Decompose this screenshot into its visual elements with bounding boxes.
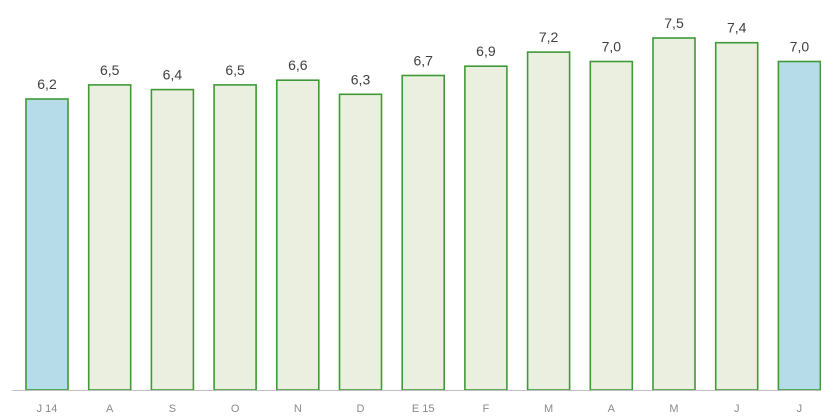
bar: [338, 93, 383, 391]
bar: [25, 98, 69, 391]
bar: [150, 88, 195, 391]
bar: [589, 60, 634, 391]
bar-value-label: 7,2: [539, 29, 559, 45]
bars-group: [25, 37, 821, 391]
bar-value-label: 6,2: [37, 76, 57, 92]
bar-value-label: 6,4: [163, 67, 183, 83]
x-tick-label: O: [231, 403, 240, 415]
bar-value-label: 6,9: [476, 43, 496, 59]
x-tick-label: N: [294, 403, 302, 415]
bar: [526, 51, 571, 391]
bar-value-label: 6,7: [413, 53, 433, 69]
bar: [652, 37, 696, 391]
x-tick-labels-group: J 14 A S O N D E 15 F M A M J J: [37, 403, 803, 415]
bar: [777, 60, 821, 391]
x-tick-label: A: [106, 403, 114, 415]
bar-value-label: 6,3: [351, 71, 371, 87]
bar-value-label: 6,6: [288, 57, 308, 73]
x-tick-label: J 14: [37, 403, 58, 415]
bar: [87, 84, 132, 391]
bar: [464, 65, 508, 391]
bar: [714, 41, 759, 391]
x-tick-label: E 15: [412, 403, 435, 415]
bar-value-label: 6,5: [100, 62, 120, 78]
bar: [275, 79, 320, 391]
value-labels-group: 6,2 6,5 6,4 6,5 6,6 6,3 6,7 6,9 7,2 7,0 7,5 7,4 7,0: [37, 15, 809, 92]
x-tick-label: M: [544, 403, 553, 415]
bar-value-label: 7,4: [727, 20, 747, 36]
x-tick-label: A: [608, 403, 616, 415]
x-tick-label: F: [483, 403, 490, 415]
x-tick-label: S: [169, 403, 176, 415]
x-tick-label: J: [734, 403, 740, 415]
bar-value-label: 7,5: [664, 15, 684, 31]
bar-value-label: 7,0: [790, 39, 810, 55]
x-tick-label: M: [669, 403, 678, 415]
bar-value-label: 6,5: [225, 62, 245, 78]
bar-value-label: 7,0: [602, 39, 622, 55]
x-tick-label: D: [357, 403, 365, 415]
bar: [213, 84, 257, 391]
x-tick-label: J: [797, 403, 803, 415]
bar: [401, 74, 446, 391]
